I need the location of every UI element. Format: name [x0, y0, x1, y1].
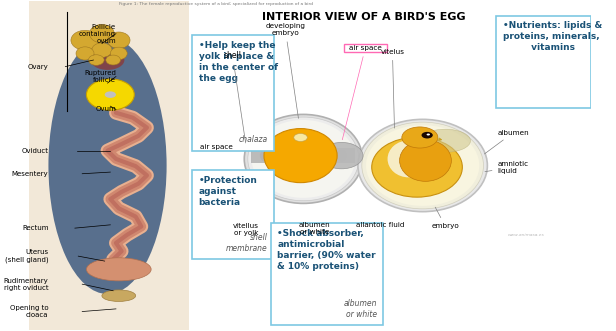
Ellipse shape: [310, 149, 326, 163]
Circle shape: [402, 127, 438, 148]
Ellipse shape: [366, 125, 479, 206]
Ellipse shape: [320, 142, 363, 169]
Circle shape: [427, 133, 430, 135]
Ellipse shape: [387, 140, 429, 177]
Text: Ruptured
follicle: Ruptured follicle: [84, 70, 116, 83]
Circle shape: [421, 132, 433, 138]
Ellipse shape: [358, 119, 487, 212]
Text: Ovary: Ovary: [28, 64, 49, 70]
Text: vitellus
or yolk: vitellus or yolk: [232, 223, 258, 236]
Ellipse shape: [281, 149, 296, 163]
Text: shell
membrane: shell membrane: [225, 233, 267, 253]
Text: air space: air space: [200, 144, 233, 150]
Text: •Nutrients: lipids &
proteins, minerals,
         vitamins: •Nutrients: lipids & proteins, minerals,…: [503, 21, 602, 52]
Ellipse shape: [264, 128, 337, 183]
Ellipse shape: [86, 258, 151, 281]
Ellipse shape: [337, 150, 347, 162]
Ellipse shape: [371, 137, 463, 197]
Ellipse shape: [92, 43, 112, 57]
Ellipse shape: [252, 120, 355, 198]
FancyArrowPatch shape: [438, 138, 441, 140]
Ellipse shape: [420, 129, 471, 152]
Circle shape: [294, 133, 307, 141]
Text: Follicle
containing
ovum: Follicle containing ovum: [79, 24, 116, 44]
Text: shell: shell: [224, 51, 246, 143]
Text: Ovum: Ovum: [95, 107, 116, 113]
FancyBboxPatch shape: [251, 148, 355, 163]
Ellipse shape: [71, 30, 99, 50]
Text: albumen
or white: albumen or white: [344, 299, 377, 319]
Text: amniotic
liquid: amniotic liquid: [485, 161, 529, 174]
FancyBboxPatch shape: [192, 35, 274, 151]
Text: developing
embryo: developing embryo: [265, 23, 306, 118]
Ellipse shape: [400, 140, 452, 181]
Ellipse shape: [245, 115, 362, 204]
Ellipse shape: [49, 37, 166, 294]
Text: Oviduct: Oviduct: [22, 148, 49, 154]
Ellipse shape: [91, 50, 124, 70]
Ellipse shape: [108, 32, 130, 48]
Ellipse shape: [106, 55, 121, 65]
Text: INTERIOR VIEW OF A BIRD'S EGG: INTERIOR VIEW OF A BIRD'S EGG: [262, 12, 465, 22]
Text: Uterus
(shell gland): Uterus (shell gland): [5, 249, 49, 263]
Ellipse shape: [260, 150, 270, 162]
Text: Mesentery: Mesentery: [12, 171, 49, 177]
Text: albumen
or white: albumen or white: [299, 222, 330, 235]
Text: air space: air space: [342, 45, 382, 140]
Circle shape: [105, 91, 116, 98]
FancyBboxPatch shape: [344, 44, 387, 52]
FancyBboxPatch shape: [192, 170, 274, 260]
Text: www.animasa.es: www.animasa.es: [507, 233, 544, 237]
Text: allantoic fluid: allantoic fluid: [356, 222, 405, 228]
Text: •Help keep the
yolk in place &
in the center of
the egg: •Help keep the yolk in place & in the ce…: [199, 41, 278, 83]
Ellipse shape: [362, 122, 484, 209]
Text: Opening to
cloaca: Opening to cloaca: [10, 305, 49, 318]
Text: •Shock absorber,
antimicrobial
barrier, (90% water
& 10% proteins): •Shock absorber, antimicrobial barrier, …: [277, 229, 376, 271]
Ellipse shape: [76, 47, 94, 60]
Ellipse shape: [89, 24, 115, 43]
FancyBboxPatch shape: [270, 223, 383, 325]
Text: Rectum: Rectum: [22, 225, 49, 231]
Ellipse shape: [86, 79, 134, 110]
FancyBboxPatch shape: [29, 1, 189, 330]
Text: chalaza: chalaza: [238, 135, 267, 144]
Text: Figure 1: The female reproductive system of a bird; specialized for reproduction: Figure 1: The female reproductive system…: [119, 2, 313, 6]
Ellipse shape: [102, 290, 136, 302]
Text: albumen: albumen: [484, 129, 529, 154]
Ellipse shape: [110, 47, 128, 60]
Ellipse shape: [88, 55, 104, 65]
Text: •Protection
against
bacteria: •Protection against bacteria: [199, 176, 257, 207]
Text: Rudimentary
right oviduct: Rudimentary right oviduct: [4, 278, 49, 291]
Text: embryo: embryo: [431, 207, 459, 229]
FancyBboxPatch shape: [496, 16, 591, 108]
Ellipse shape: [248, 117, 359, 201]
Text: vitelus: vitelus: [381, 49, 405, 128]
